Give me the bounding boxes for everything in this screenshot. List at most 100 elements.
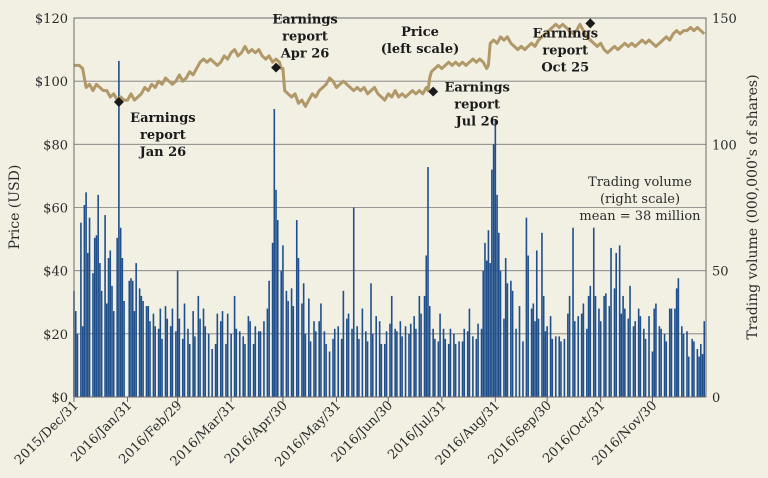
volume-bar bbox=[187, 328, 189, 397]
volume-bar bbox=[328, 351, 331, 397]
volume-bar bbox=[342, 290, 345, 397]
volume-bar bbox=[491, 169, 493, 397]
volume-bar bbox=[653, 308, 655, 397]
volume-bar bbox=[624, 308, 626, 397]
volume-bar bbox=[499, 270, 502, 397]
volume-bar bbox=[347, 313, 350, 397]
volume-bar bbox=[164, 306, 167, 397]
volume-bar bbox=[202, 308, 205, 397]
volume-bar bbox=[592, 227, 595, 397]
volume-bar bbox=[247, 316, 250, 397]
volume-bar bbox=[703, 321, 706, 397]
volume-bar bbox=[385, 331, 388, 397]
volume-bar bbox=[580, 313, 583, 397]
volume-bar bbox=[333, 328, 336, 397]
volume-bar bbox=[437, 341, 440, 397]
volume-bar bbox=[582, 303, 585, 397]
volume-label: mean = 38 million bbox=[579, 209, 701, 224]
earnings-label: report bbox=[454, 98, 500, 113]
volume-bar bbox=[522, 341, 524, 397]
volume-bar bbox=[85, 192, 87, 397]
volume-bar bbox=[230, 333, 232, 397]
volume-bar bbox=[130, 278, 132, 397]
volume-bar bbox=[587, 295, 590, 397]
volume-bar bbox=[268, 280, 270, 397]
volume-bar bbox=[323, 331, 326, 397]
volume-bar bbox=[302, 283, 305, 397]
volume-bar bbox=[496, 194, 498, 397]
volume-bar bbox=[594, 295, 597, 397]
volume-bar bbox=[87, 252, 89, 397]
volume-bar bbox=[145, 306, 148, 397]
volume-bar bbox=[263, 321, 265, 397]
volume-bar bbox=[93, 237, 96, 397]
volume-bar bbox=[112, 311, 115, 397]
earnings-label: Jul 26 bbox=[455, 115, 499, 130]
volume-bar bbox=[97, 194, 99, 397]
series-labels: Earnings report Jan 26 Earnings report Apr 26… bbox=[130, 13, 701, 224]
price-label: (left scale) bbox=[381, 42, 460, 57]
volume-bar bbox=[418, 295, 421, 397]
volume-bar bbox=[444, 338, 447, 397]
volume-bar bbox=[154, 326, 156, 397]
earnings-label: Earnings bbox=[444, 81, 509, 96]
volume-bar bbox=[629, 285, 631, 397]
volume-bar bbox=[567, 313, 569, 397]
volume-bar bbox=[404, 326, 407, 397]
volume-bar bbox=[135, 263, 137, 397]
volume-bar bbox=[613, 288, 616, 397]
volume-bar bbox=[138, 288, 141, 397]
volume-bar bbox=[434, 338, 436, 397]
volume-bar bbox=[677, 278, 680, 397]
volume-bar bbox=[99, 263, 101, 397]
volume-bar bbox=[214, 343, 217, 397]
volume-bar bbox=[466, 331, 469, 397]
earnings-label: report bbox=[542, 43, 588, 58]
volume-bar bbox=[384, 343, 386, 397]
earnings-label: report bbox=[282, 30, 328, 45]
volume-bar bbox=[304, 333, 307, 397]
volume-bar bbox=[423, 295, 426, 397]
volume-bar bbox=[686, 331, 688, 397]
volume-bar bbox=[147, 306, 150, 397]
left-axis-title: Price (USD) bbox=[7, 165, 23, 250]
volume-bar bbox=[472, 336, 474, 397]
volume-bar bbox=[537, 318, 540, 397]
volume-bar bbox=[475, 338, 478, 397]
volume-bar bbox=[166, 318, 169, 397]
volume-bar bbox=[183, 303, 186, 397]
volume-bar bbox=[80, 222, 82, 397]
volume-bar bbox=[106, 303, 108, 397]
volume-bar bbox=[603, 295, 605, 397]
volume-bar bbox=[610, 247, 612, 397]
volume-bar bbox=[589, 285, 592, 397]
volume-bar bbox=[665, 341, 668, 397]
volume-bar bbox=[211, 348, 213, 397]
volume-bar bbox=[287, 300, 289, 397]
volume-bar bbox=[271, 242, 274, 397]
volume-bar bbox=[409, 323, 412, 397]
volume-bar bbox=[506, 283, 509, 397]
volume-bar bbox=[544, 331, 547, 397]
right-tick-label: 150 bbox=[712, 12, 737, 27]
left-tick-label: $80 bbox=[43, 138, 68, 153]
volume-bar bbox=[149, 321, 151, 397]
volume-bar bbox=[542, 295, 545, 397]
volume-bar bbox=[346, 318, 348, 397]
volume-bar bbox=[88, 217, 91, 397]
volume-bar bbox=[297, 258, 300, 397]
volume-bar bbox=[159, 308, 162, 397]
volume-bar bbox=[76, 333, 79, 397]
volume-bar bbox=[605, 293, 607, 397]
left-tick-label: $40 bbox=[43, 265, 68, 280]
volume-bar bbox=[273, 108, 276, 398]
volume-bar bbox=[375, 316, 377, 397]
volume-bar bbox=[378, 321, 381, 397]
volume-bar bbox=[92, 273, 94, 397]
volume-bar bbox=[468, 308, 471, 397]
volume-bar bbox=[188, 343, 191, 397]
volume-bar bbox=[207, 333, 210, 397]
volume-bar bbox=[325, 343, 327, 397]
earnings-label: Oct 25 bbox=[541, 60, 589, 75]
